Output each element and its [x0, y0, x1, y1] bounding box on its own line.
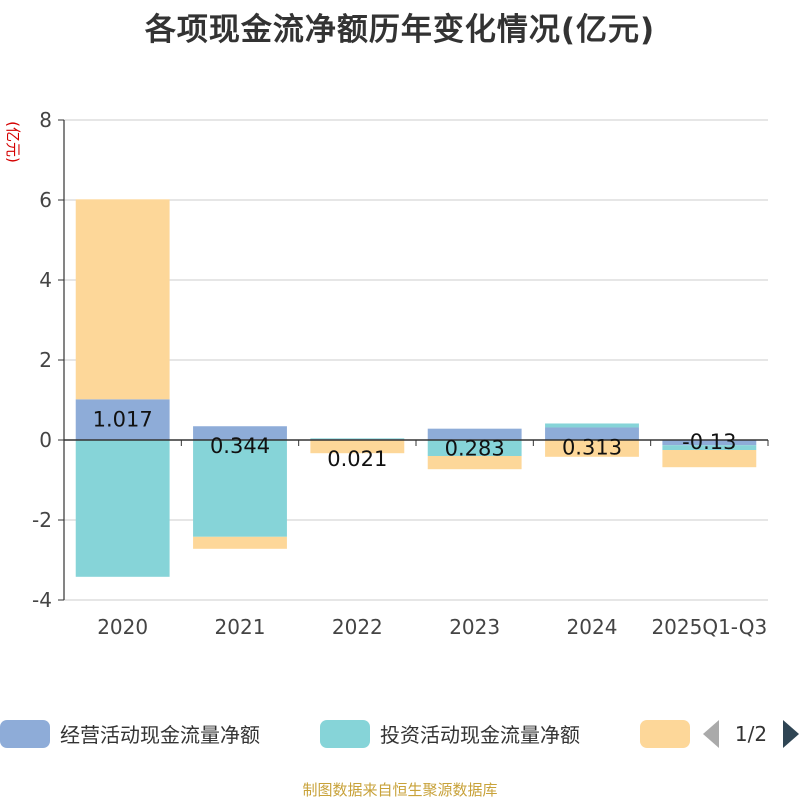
- bar-segment-2-2023: [427, 440, 522, 456]
- bar-segment-2-2020: [75, 440, 170, 577]
- data-label-2021: 0.344: [210, 434, 270, 458]
- data-labels: 1.017 0.344 0.021 0.283 0.313 -0.13: [93, 407, 737, 471]
- legend-swatch-3[interactable]: [640, 720, 690, 748]
- bar-segment-2-2021: [193, 440, 287, 537]
- legend-prev-page-icon[interactable]: [703, 720, 719, 748]
- bar-segment-2-2025Q1-Q3: [662, 445, 757, 450]
- x-tick-label: 2024: [567, 615, 618, 639]
- legend-swatch-1[interactable]: [0, 720, 50, 748]
- bar-segment-1-2025Q1-Q3: [662, 440, 757, 446]
- y-tick-label: 2: [39, 348, 52, 372]
- legend-swatch-2[interactable]: [320, 720, 370, 748]
- x-tick-label: 2023: [449, 615, 500, 639]
- y-axis-title: (亿元): [4, 121, 22, 163]
- chart-title: 各项现金流净额历年变化情况(亿元): [144, 12, 656, 48]
- bar-segment-3-2021: [193, 536, 287, 549]
- bar-segment-1-2023: [427, 428, 522, 440]
- bar-segment-2-2022: [310, 438, 405, 440]
- bar-segment-3-2022: [310, 440, 405, 454]
- x-tick-label: 2022: [332, 615, 383, 639]
- bar-segment-3-2025Q1-Q3: [662, 450, 757, 468]
- bar-segment-3-2023: [427, 456, 522, 470]
- legend-label-1[interactable]: 经营活动现金流量净额: [60, 723, 260, 747]
- bar-segment-1-2024: [545, 427, 639, 440]
- y-tick-label: 8: [39, 108, 52, 132]
- y-tick-label: 4: [39, 268, 52, 292]
- y-tick-label: 0: [39, 428, 52, 452]
- data-label-2024: 0.313: [562, 435, 622, 459]
- x-tick-label: 2020: [97, 615, 148, 639]
- data-label-2023: 0.283: [445, 437, 505, 461]
- bar-segment-3-2020: [75, 199, 170, 400]
- y-tick-label: -2: [32, 508, 52, 532]
- axes: -4 -2 0 2 4 6 8 2020 2021 2022 2023 2024 2025Q1-Q3: [32, 108, 769, 639]
- legend-page-indicator: 1/2: [735, 722, 767, 746]
- y-tick-label: -4: [32, 588, 52, 612]
- bar-segment-2-2024: [545, 423, 639, 428]
- bar-segment-1-2021: [193, 426, 287, 440]
- y-tick-label: 6: [39, 188, 52, 212]
- x-tick-label: 2021: [215, 615, 266, 639]
- data-label-2025Q1-Q3: -0.13: [682, 430, 736, 454]
- bar-segment-1-2020: [75, 399, 170, 440]
- legend-next-page-icon[interactable]: [783, 720, 799, 748]
- grid-lines: [64, 119, 768, 601]
- bars: [75, 199, 757, 577]
- x-tick-label: 2025Q1-Q3: [651, 615, 767, 639]
- data-label-2022: 0.021: [327, 447, 387, 471]
- data-source-note: 制图数据来自恒生聚源数据库: [302, 781, 498, 799]
- data-label-2020: 1.017: [93, 407, 153, 431]
- bar-segment-3-2024: [545, 440, 639, 457]
- legend: 经营活动现金流量净额 投资活动现金流量净额 1/2: [0, 720, 799, 748]
- legend-label-2[interactable]: 投资活动现金流量净额: [380, 723, 580, 747]
